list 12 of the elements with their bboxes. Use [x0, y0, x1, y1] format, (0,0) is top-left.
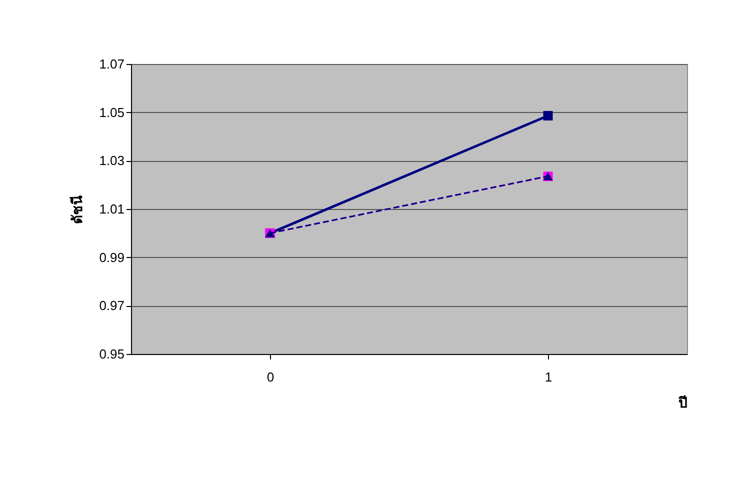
y-tick-label: 0.97	[99, 298, 124, 314]
x-tick-label: 0	[266, 370, 274, 384]
y-tick-label: 0.99	[99, 250, 124, 265]
y-axis-title: ดัชนี	[69, 195, 86, 224]
x-tick-label: 1	[544, 370, 552, 384]
y-tick-label: 1.07	[99, 56, 124, 72]
y-tick-label: 1.05	[99, 104, 124, 120]
point	[543, 110, 553, 120]
y-tick-label: 1.01	[99, 202, 124, 216]
x-axis-title: ปี	[678, 394, 688, 410]
y-tick-label: 0.95	[99, 346, 124, 362]
y-tick-label: 1.03	[99, 153, 124, 168]
